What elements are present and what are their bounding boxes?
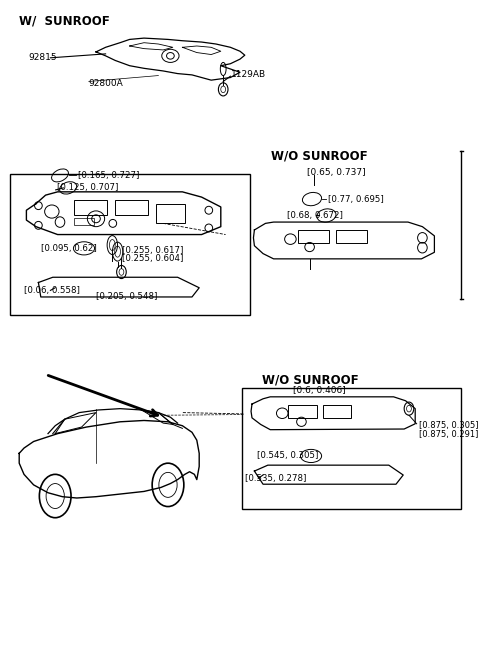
Text: [0.535, 0.278]: [0.535, 0.278]: [245, 474, 306, 483]
Text: W/  SUNROOF: W/ SUNROOF: [19, 14, 110, 28]
Bar: [74, 218, 94, 225]
Text: 92800A: 92800A: [89, 79, 123, 88]
Text: W/O SUNROOF: W/O SUNROOF: [271, 150, 368, 163]
Text: [0.095, 0.62]: [0.095, 0.62]: [41, 244, 96, 253]
Bar: [323, 405, 351, 418]
Text: W/O SUNROOF: W/O SUNROOF: [262, 373, 358, 386]
Text: [0.205, 0.548]: [0.205, 0.548]: [96, 292, 157, 302]
Text: [0.875, 0.305]: [0.875, 0.305]: [419, 421, 478, 430]
Bar: [288, 405, 317, 418]
Bar: [115, 200, 148, 215]
Text: [0.06, 0.558]: [0.06, 0.558]: [24, 286, 80, 295]
Bar: [336, 230, 367, 243]
Text: [0.255, 0.604]: [0.255, 0.604]: [122, 254, 184, 263]
Text: [0.65, 0.737]: [0.65, 0.737]: [307, 168, 366, 177]
Text: 92815: 92815: [29, 53, 58, 62]
Text: [0.545, 0.305]: [0.545, 0.305]: [257, 451, 318, 461]
Bar: [298, 230, 329, 243]
Bar: [10, 174, 250, 315]
Text: 1129AB: 1129AB: [231, 70, 266, 79]
Text: [0.68, 0.672]: [0.68, 0.672]: [287, 211, 342, 220]
Bar: [156, 204, 185, 223]
Bar: [74, 200, 107, 215]
Text: [0.255, 0.617]: [0.255, 0.617]: [122, 246, 184, 255]
Text: [0.875, 0.291]: [0.875, 0.291]: [419, 430, 478, 439]
Text: [0.6, 0.406]: [0.6, 0.406]: [293, 386, 346, 395]
Text: [0.125, 0.707]: [0.125, 0.707]: [57, 183, 118, 193]
Bar: [242, 388, 461, 509]
Text: [0.165, 0.727]: [0.165, 0.727]: [78, 171, 139, 180]
Text: [0.77, 0.695]: [0.77, 0.695]: [328, 194, 384, 204]
